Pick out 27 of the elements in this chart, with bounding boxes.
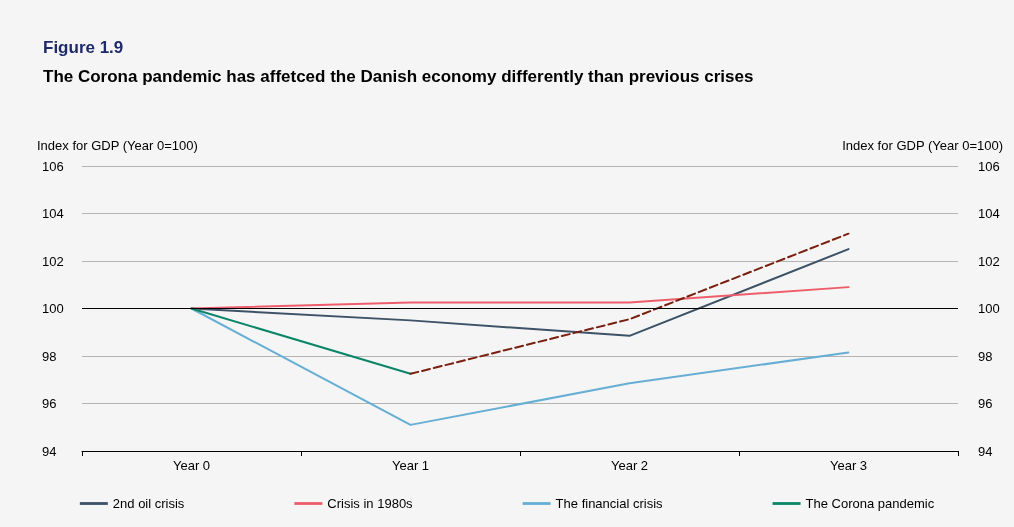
- x-tick-label: Year 2: [610, 458, 649, 473]
- legend-label: The financial crisis: [555, 496, 664, 511]
- y-tick-label: 100: [42, 301, 64, 316]
- line-series: [190, 307, 850, 426]
- y2-tick-label: 106: [978, 158, 1000, 174]
- y-tick-label: 98: [42, 348, 57, 364]
- y-tick-label: 102: [42, 253, 64, 269]
- y-tick-label: 104: [42, 206, 64, 221]
- x-tick-label: Year 1: [391, 458, 430, 473]
- y2-tick-label: 96: [978, 396, 993, 411]
- y2-tick-label: 102: [978, 253, 1000, 269]
- y2-tick-label: 100: [978, 301, 1000, 316]
- chart-title: Figure 1.9: [43, 38, 124, 57]
- y-axis-title: Index for GDP (Year 0=100): [37, 138, 198, 153]
- y-tick-label: 106: [42, 158, 64, 174]
- legend-label: Crisis in 1980s: [327, 496, 414, 511]
- y2-tick-label: 98: [978, 348, 993, 364]
- y2-tick-label: 104: [978, 206, 1000, 221]
- y-tick-label: 96: [42, 396, 57, 411]
- chart-subtitle: The Corona pandemic has affetced the Danish economy differently than previous crises: [43, 67, 754, 86]
- y2-tick-label: 94: [978, 443, 993, 459]
- y-tick-label: 94: [42, 443, 57, 459]
- x-tick-label: Year 3: [829, 458, 868, 473]
- x-tick-label: Year 0: [172, 458, 211, 473]
- legend-label: 2nd oil crisis: [112, 496, 185, 511]
- legend-label: The Corona pandemic: [805, 496, 935, 511]
- y2-axis-title: Index for GDP (Year 0=100): [842, 138, 1003, 153]
